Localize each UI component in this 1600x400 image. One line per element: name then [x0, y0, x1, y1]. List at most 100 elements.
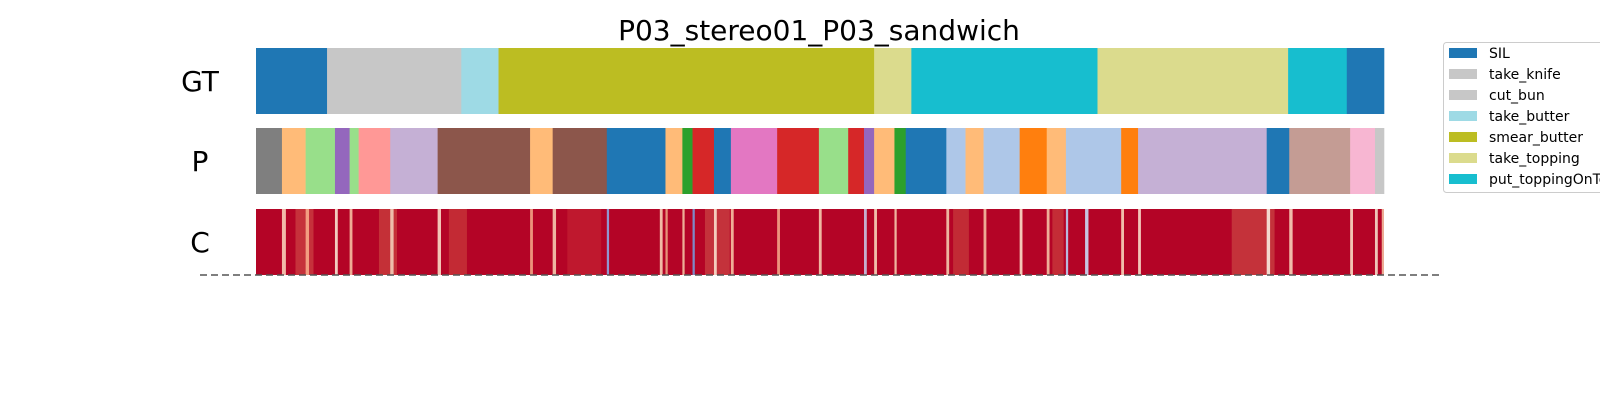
segment-p-25 — [983, 128, 1020, 194]
legend-label-3: take_butter — [1489, 109, 1570, 125]
confidence-mark-4 — [349, 209, 353, 275]
confidence-mark-33 — [1121, 209, 1124, 275]
segment-p-19 — [863, 128, 875, 194]
segment-gt-3 — [498, 48, 875, 114]
confidence-mark-0 — [281, 209, 286, 275]
confidence-mark-16 — [692, 209, 695, 275]
row-label-gt: GT — [181, 65, 220, 98]
confidence-mark-8 — [448, 209, 467, 275]
confidence-mark-27 — [983, 209, 987, 275]
legend-swatch-5 — [1449, 153, 1477, 163]
legend: SIL take_knife cut_bun take_butter smear_but… — [1443, 42, 1600, 193]
confidence-mark-6 — [390, 209, 394, 275]
segment-gt-5 — [911, 48, 1098, 114]
confidence-mark-20 — [777, 209, 780, 275]
segment-p-10 — [606, 128, 666, 194]
segment-gt-7 — [1288, 48, 1348, 114]
segment-p-15 — [730, 128, 778, 194]
segment-p-30 — [1138, 128, 1267, 194]
confidence-mark-31 — [1065, 209, 1069, 275]
confidence-mark-28 — [1019, 209, 1023, 275]
confidence-mark-29 — [1046, 209, 1050, 275]
segment-p-32 — [1289, 128, 1351, 194]
confidence-mark-38 — [1350, 209, 1353, 275]
row-label-c: C — [190, 226, 210, 259]
confidence-mark-24 — [894, 209, 897, 275]
segment-rows: GT P C — [181, 48, 1385, 275]
confidence-mark-19 — [730, 209, 734, 275]
confidence-mark-37 — [1289, 209, 1293, 275]
legend-label-4: smear_butter — [1489, 130, 1583, 146]
row-label-p: P — [192, 145, 209, 178]
segment-p-31 — [1266, 128, 1290, 194]
segment-p-29 — [1121, 128, 1139, 194]
confidence-mark-36 — [1266, 209, 1271, 275]
confidence-mark-34 — [1138, 209, 1141, 275]
legend-swatch-1 — [1449, 69, 1477, 79]
confidence-mark-32 — [1085, 209, 1089, 275]
segment-p-16 — [777, 128, 820, 194]
segment-p-26 — [1019, 128, 1048, 194]
segment-p-3 — [334, 128, 350, 194]
confidence-mark-21 — [818, 209, 822, 275]
confidence-mark-18 — [713, 209, 717, 275]
legend-swatch-6 — [1449, 174, 1477, 184]
confidence-mark-11 — [567, 209, 602, 275]
legend-label-5: take_topping — [1489, 151, 1580, 167]
segment-p-23 — [946, 128, 966, 194]
segment-p-4 — [349, 128, 359, 194]
segment-p-6 — [390, 128, 438, 194]
chart-title: P03_stereo01_P03_sandwich — [618, 14, 1020, 47]
segment-p-5 — [358, 128, 391, 194]
legend-swatch-2 — [1449, 90, 1477, 100]
segment-gt-6 — [1097, 48, 1289, 114]
confidence-mark-17 — [704, 209, 730, 275]
confidence-mark-26 — [953, 209, 969, 275]
segment-p-1 — [281, 128, 306, 194]
segment-p-33 — [1350, 128, 1376, 194]
legend-label-6: put_toppingOnTop — [1489, 172, 1600, 188]
segment-p-22 — [905, 128, 947, 194]
segment-p-13 — [692, 128, 715, 194]
confidence-mark-7 — [437, 209, 441, 275]
segment-p-21 — [894, 128, 907, 194]
segment-p-27 — [1046, 128, 1067, 194]
segment-p-7 — [437, 128, 531, 194]
confidence-mark-13 — [659, 209, 663, 275]
legend-swatch-3 — [1449, 111, 1477, 121]
segment-p-17 — [818, 128, 849, 194]
legend-label-1: take_knife — [1489, 67, 1561, 83]
segment-p-12 — [682, 128, 693, 194]
confidence-mark-22 — [863, 209, 867, 275]
confidence-mark-14 — [665, 209, 668, 275]
segment-p-20 — [874, 128, 895, 194]
segment-p-28 — [1065, 128, 1122, 194]
segment-p-24 — [965, 128, 984, 194]
confidence-mark-3 — [334, 209, 338, 275]
confidence-mark-9 — [530, 209, 533, 275]
segment-gt-0 — [256, 48, 328, 114]
legend-label-2: cut_bun — [1489, 88, 1545, 104]
segment-gt-4 — [874, 48, 912, 114]
confidence-mark-12 — [606, 209, 610, 275]
confidence-mark-23 — [874, 209, 877, 275]
segment-p-2 — [305, 128, 336, 194]
segment-p-18 — [848, 128, 865, 194]
legend-swatch-0 — [1449, 48, 1477, 58]
segment-p-14 — [713, 128, 732, 194]
segment-gt-2 — [461, 48, 499, 114]
confidence-mark-15 — [682, 209, 685, 275]
legend-frame — [1443, 42, 1600, 193]
segment-p-0 — [256, 128, 283, 194]
segment-p-34 — [1374, 128, 1385, 194]
confidence-mark-2 — [305, 209, 310, 275]
segment-p-8 — [530, 128, 553, 194]
legend-swatch-4 — [1449, 132, 1477, 142]
confidence-mark-5 — [378, 209, 397, 275]
segment-p-11 — [665, 128, 683, 194]
confidence-mark-39 — [1374, 209, 1378, 275]
confidence-mark-25 — [946, 209, 950, 275]
confidence-mark-10 — [552, 209, 557, 275]
confidence-mark-1 — [295, 209, 314, 275]
